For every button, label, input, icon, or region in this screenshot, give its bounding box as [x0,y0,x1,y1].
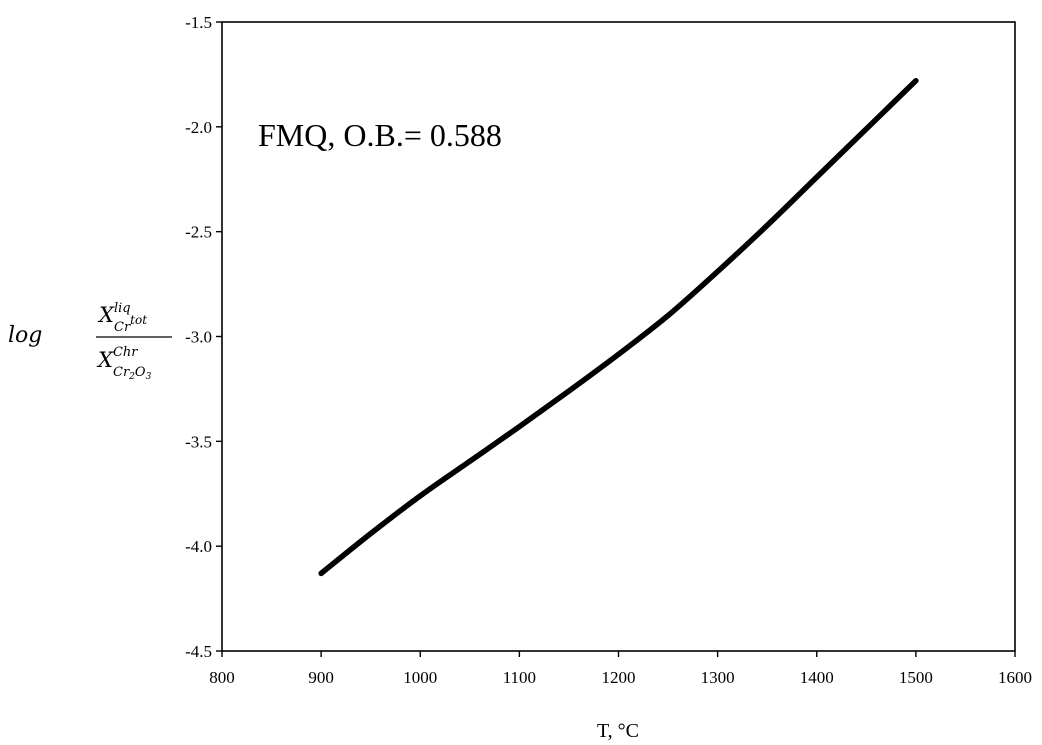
y-tick-label: -2.5 [185,223,212,242]
x-tick-label: 1600 [998,668,1032,687]
den-sub-a: Cr [113,365,130,380]
den-sub-b-idx: 3 [146,372,152,382]
x-axis: 800 900 1000 1100 1200 1300 1400 1500 1600 [209,651,1032,687]
x-tick-label: 1200 [602,668,636,687]
series-line [318,77,919,577]
num-subsup: tot [130,313,147,327]
y-axis: -4.5 -4.0 -3.5 -3.0 -2.5 -2.0 -1.5 [185,13,222,661]
y-tick-label: -2.0 [185,118,212,137]
y-tick-label: -4.0 [185,537,212,556]
den-base: X [96,348,114,372]
x-tick-label: 1300 [701,668,735,687]
y-axis-title-numerator: Xliq Crtot [97,301,147,335]
x-tick-label: 900 [308,668,334,687]
den-sup: Chr [113,345,138,360]
x-axis-title: T, °C [597,720,639,742]
y-tick-label: -3.5 [185,432,212,451]
x-tick-label: 1000 [403,668,437,687]
annotation-text: FMQ, O.B.= 0.588 [258,117,502,153]
x-tick-label: 800 [209,668,235,687]
x-tick-label: 1400 [800,668,834,687]
den-sub-a-idx: 2 [128,372,135,382]
x-tick-label: 1100 [503,668,536,687]
den-sub-b: O [135,365,146,380]
num-sup: liq [114,301,131,316]
y-axis-title: log Xliq Crtot XChr Cr2O3 [8,301,172,382]
x-tick-label: 1500 [899,668,933,687]
y-axis-title-prefix: log [8,323,42,348]
y-tick-label: -4.5 [185,642,212,661]
num-base: X [97,303,115,327]
y-tick-label: -3.0 [185,328,212,347]
y-tick-label: -1.5 [185,13,212,32]
y-axis-title-denominator: XChr Cr2O3 [96,345,152,382]
num-sub: Cr [114,320,131,335]
